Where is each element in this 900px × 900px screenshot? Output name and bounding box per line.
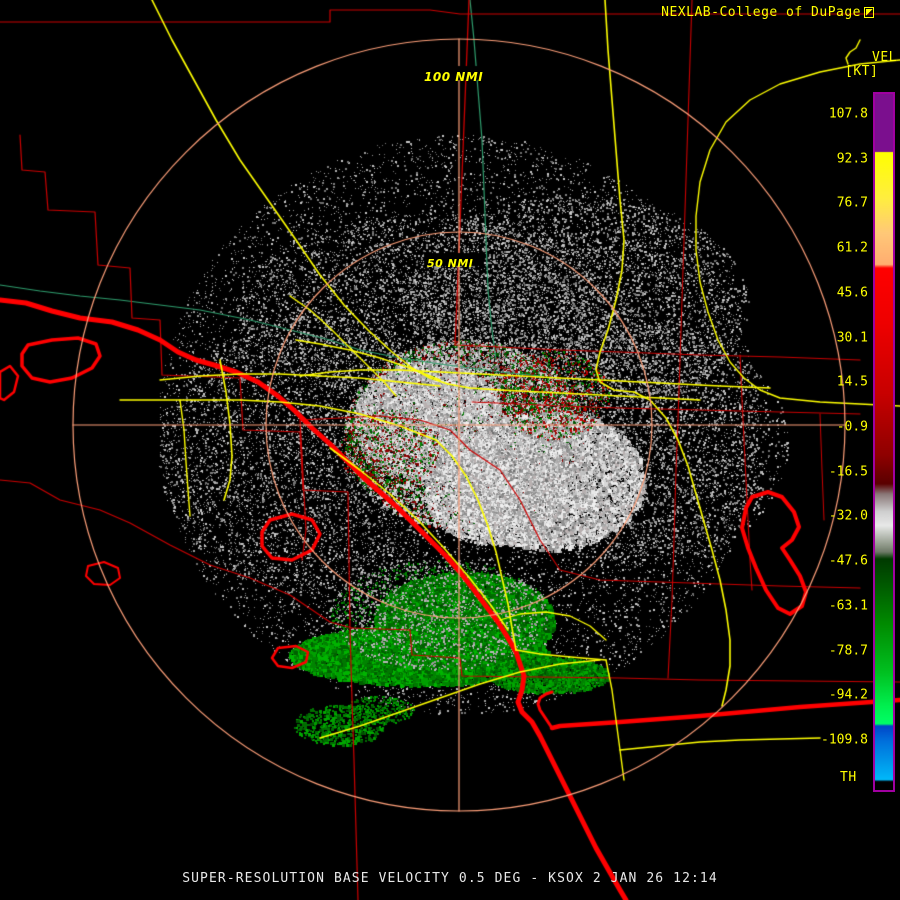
- colorbar-gradient: [875, 94, 893, 790]
- product-status-bar: SUPER-RESOLUTION BASE VELOCITY 0.5 DEG -…: [182, 871, 718, 886]
- velocity-colorbar[interactable]: [873, 92, 895, 792]
